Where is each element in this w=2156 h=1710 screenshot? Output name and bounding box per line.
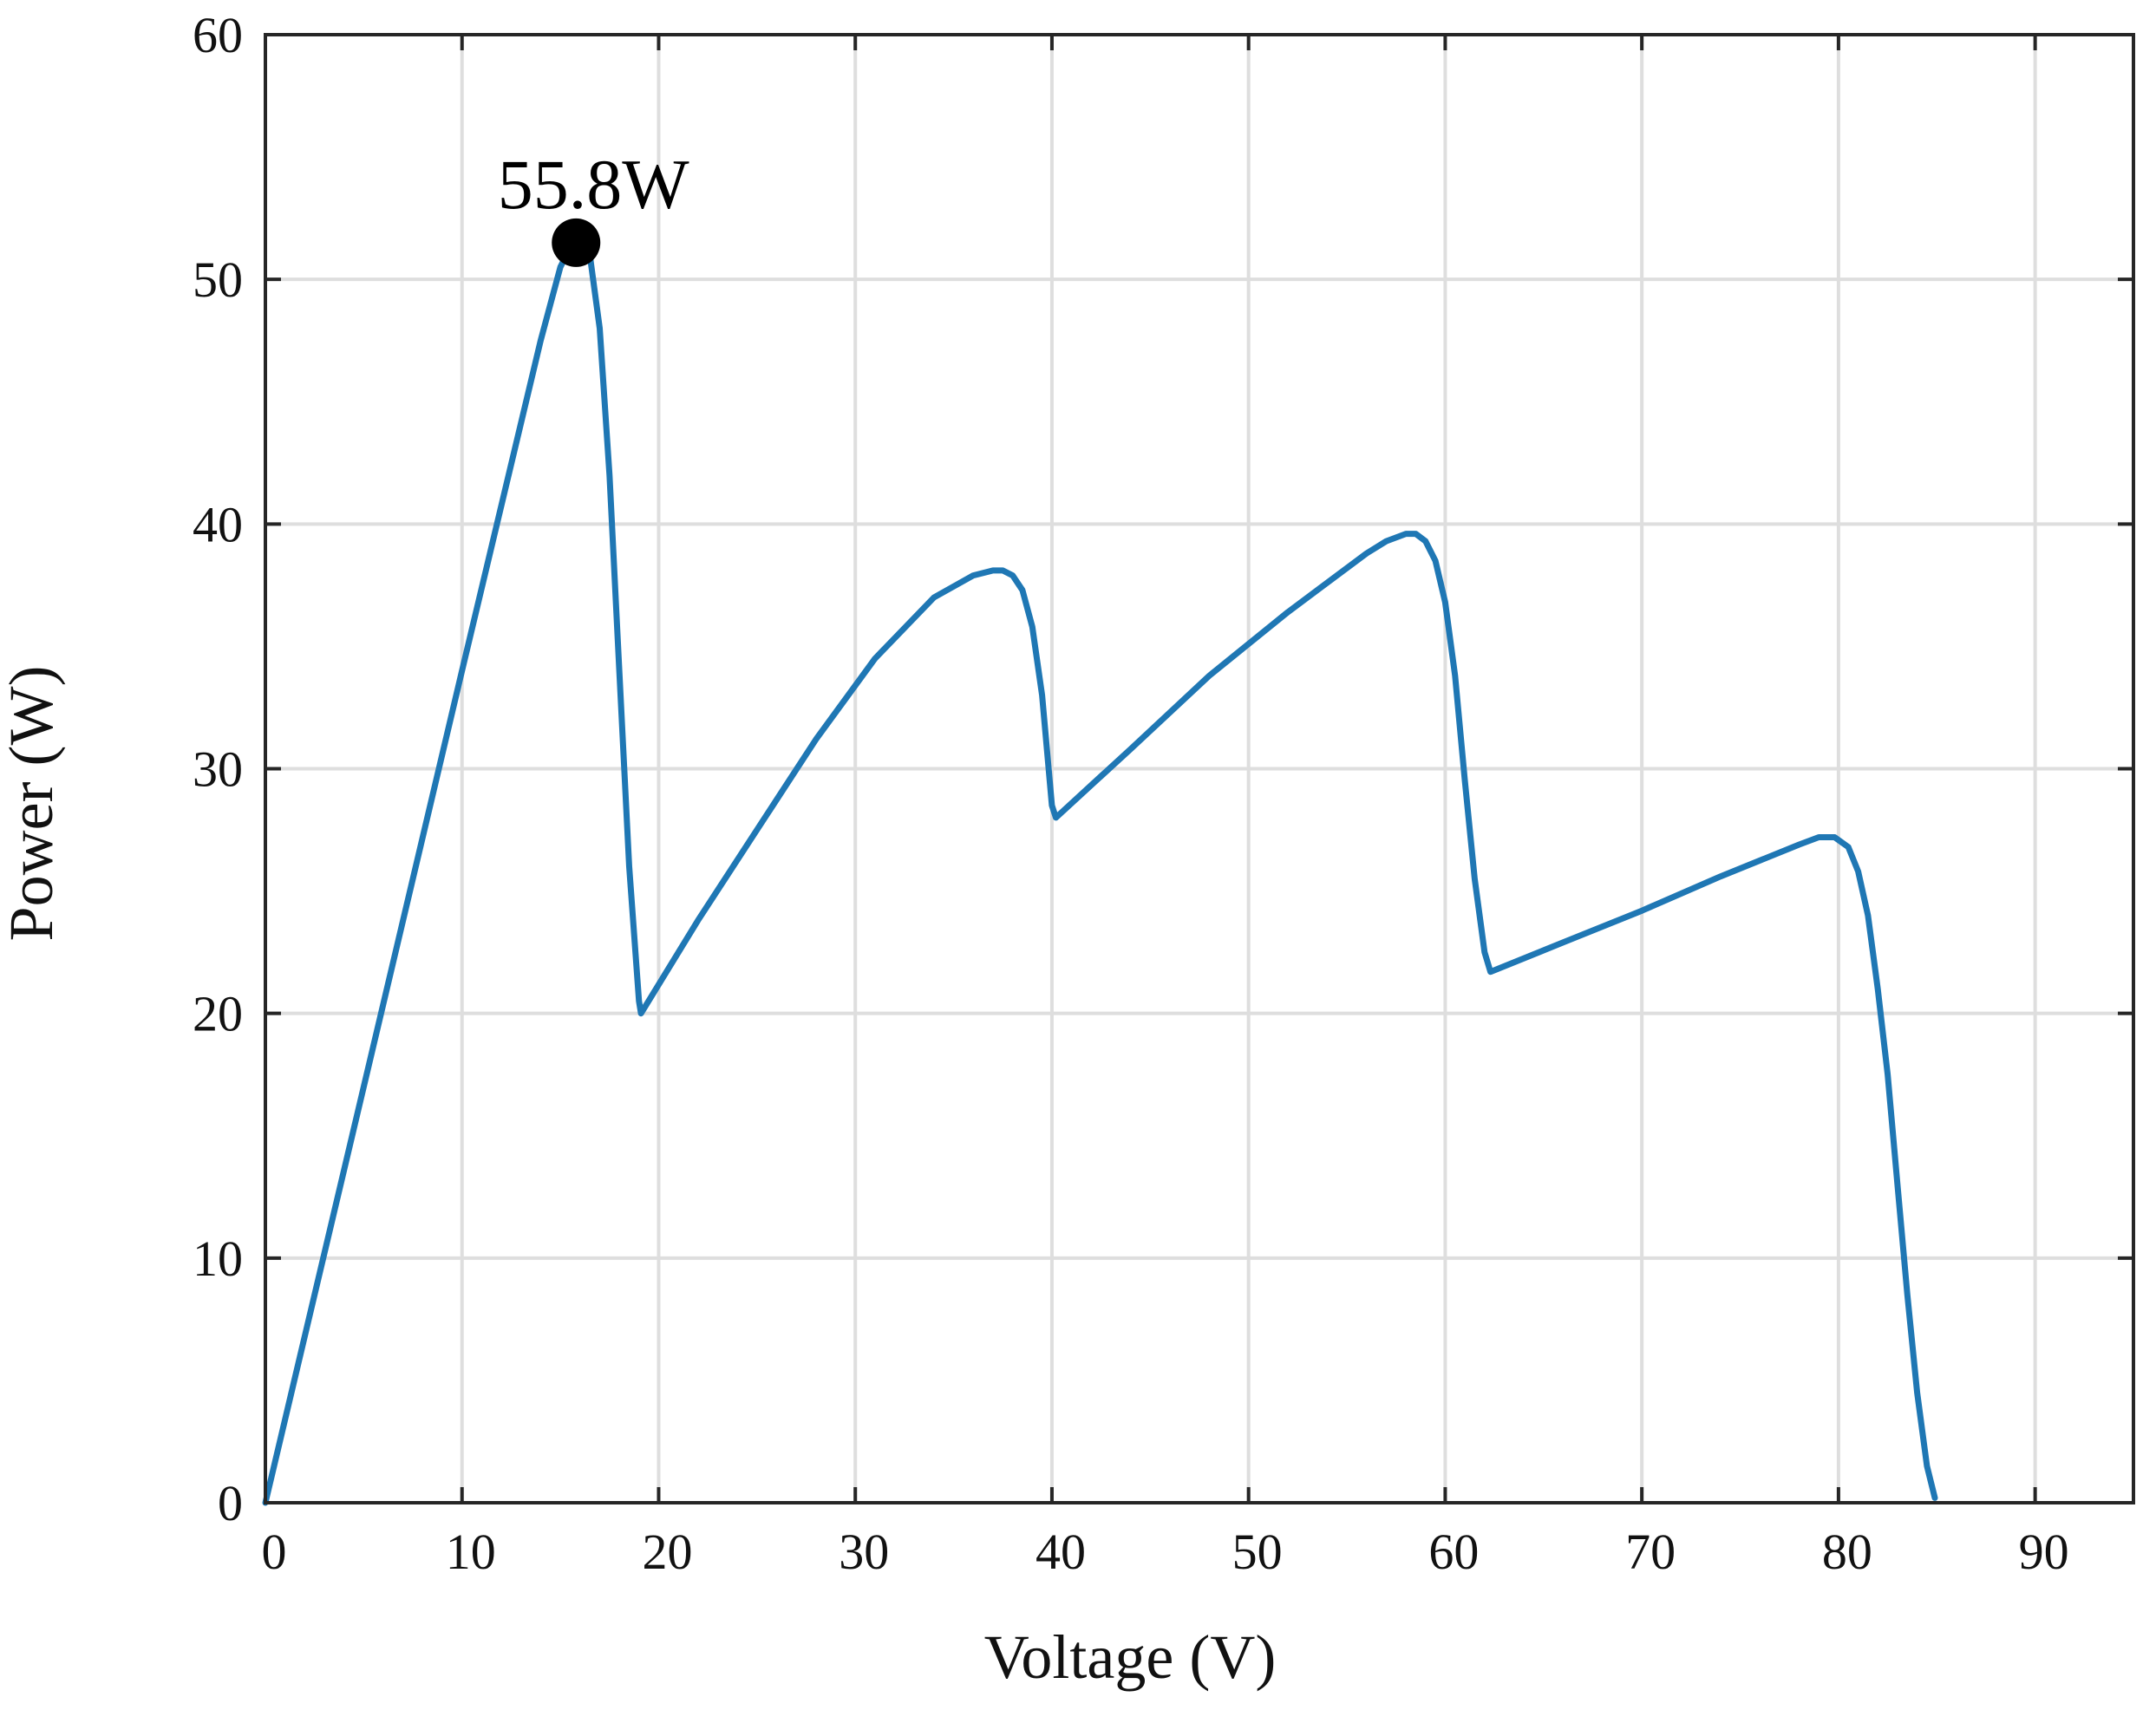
x-axis-label: Voltage (V) — [984, 1622, 1277, 1692]
label-layer: Voltage (V) Power (W) 55.8W — [0, 145, 1276, 1692]
x-tick-label: 40 — [1036, 1524, 1086, 1580]
x-tick-label: 50 — [1232, 1524, 1283, 1580]
x-tick-label: 0 — [262, 1524, 287, 1580]
y-tick-label: 40 — [193, 496, 243, 552]
x-tick-label: 30 — [839, 1524, 889, 1580]
series-line — [262, 242, 1938, 1506]
x-tick-label: 90 — [2019, 1524, 2069, 1580]
peak-power-label: 55.8W — [498, 145, 690, 224]
plot-layer — [262, 218, 1938, 1506]
y-tick-label: 10 — [193, 1230, 243, 1287]
y-tick-label: 0 — [218, 1475, 243, 1531]
x-tick-label: 20 — [642, 1524, 692, 1580]
x-tick-label: 10 — [446, 1524, 496, 1580]
x-tick-label: 80 — [1822, 1524, 1872, 1580]
y-tick-label: 60 — [193, 7, 243, 63]
y-tick-label: 20 — [193, 986, 243, 1042]
y-tick-label: 30 — [193, 741, 243, 798]
x-tick-label: 70 — [1625, 1524, 1676, 1580]
axis-layer: 0 10 20 30 40 50 60 70 80 90 0 10 20 30 40 50 60 — [193, 7, 2135, 1580]
y-tick-label: 50 — [193, 251, 243, 308]
peak-marker — [552, 218, 601, 267]
y-axis-label: Power (W) — [0, 666, 66, 942]
x-tick-label: 60 — [1428, 1524, 1479, 1580]
grid-layer — [265, 35, 2133, 1503]
